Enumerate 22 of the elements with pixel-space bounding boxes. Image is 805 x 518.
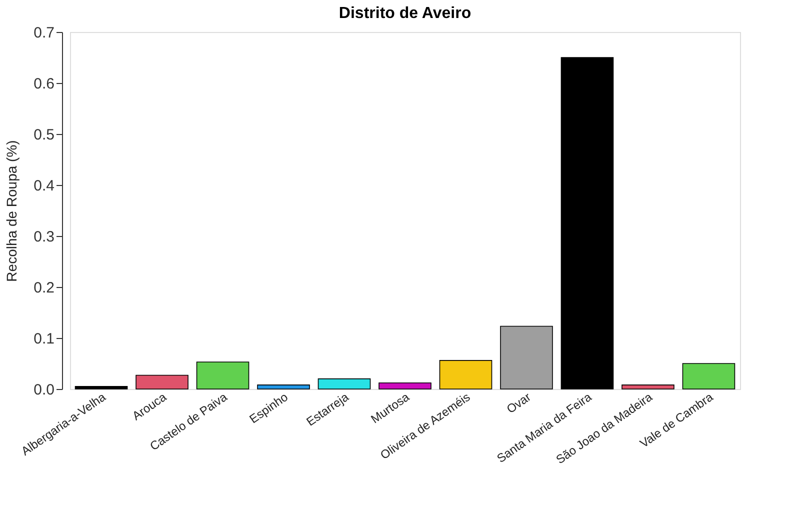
y-tick-label: 0.2 xyxy=(34,280,54,296)
bar xyxy=(196,362,250,390)
chart-title: Distrito de Aveiro xyxy=(338,5,472,22)
bar xyxy=(560,57,614,390)
bar xyxy=(439,360,492,390)
x-tick-label: Ovar xyxy=(504,390,534,416)
bar xyxy=(318,378,371,390)
y-axis-title: Recolha de Roupa (%) xyxy=(4,140,20,282)
bar xyxy=(622,384,674,390)
y-tick-label: 0.4 xyxy=(34,178,54,194)
y-tick-label: 0.6 xyxy=(34,76,54,92)
bar xyxy=(136,374,188,390)
bar xyxy=(500,326,553,390)
y-tick-label: 0.0 xyxy=(34,382,54,398)
y-tick-label: 0.3 xyxy=(34,228,54,246)
bar xyxy=(682,363,736,390)
y-tick-label: 0.1 xyxy=(34,330,54,348)
y-tick-label: 0.5 xyxy=(34,126,54,144)
bar xyxy=(257,384,310,390)
bar xyxy=(74,386,128,390)
y-tick-label: 0.7 xyxy=(34,24,54,42)
bar xyxy=(378,382,432,390)
